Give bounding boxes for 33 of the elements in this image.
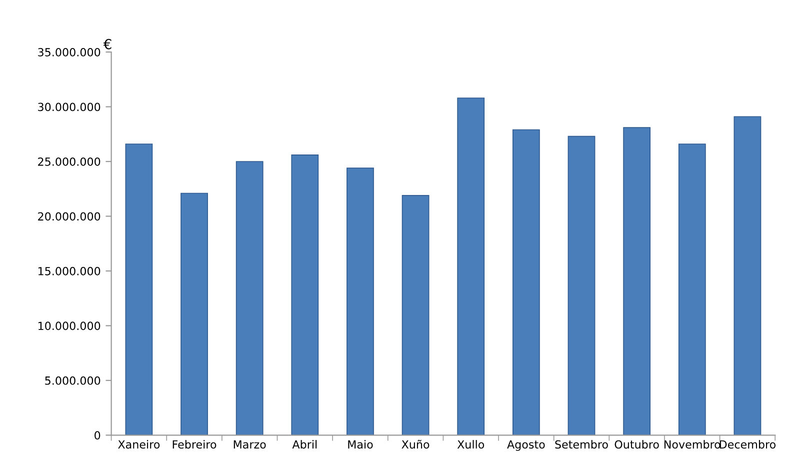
bar: [678, 144, 706, 436]
bar: [180, 192, 208, 436]
bar: [125, 144, 153, 436]
x-tick-label: Agosto: [507, 440, 545, 451]
y-tick-label: 15.000.000: [38, 266, 100, 276]
y-tick-label: 20.000.000: [38, 212, 100, 221]
bar: [512, 129, 540, 436]
y-tick-label: 5.000.000: [45, 376, 100, 385]
bar: [346, 168, 374, 436]
x-tick-label: Novembro: [664, 440, 720, 449]
x-tick-label: Decembro: [720, 440, 776, 449]
y-tick-label: 30.000.000: [38, 102, 100, 112]
bar: [457, 98, 485, 436]
bar: [236, 161, 264, 436]
x-tick-label: Abril: [292, 440, 317, 449]
bar: [734, 116, 762, 436]
x-tick-label: Outubro: [614, 440, 659, 449]
x-tick-label: Maio: [348, 440, 373, 449]
y-axis-title: €: [103, 38, 112, 50]
y-tick-label: 0: [94, 431, 100, 440]
x-tick-label: Febreiro: [172, 440, 216, 449]
y-tick-label: 35.000.000: [38, 48, 100, 56]
x-tick-label: Marzo: [234, 440, 266, 449]
x-tick-label: Xaneiro: [118, 440, 160, 449]
y-tick-label: 10.000.000: [38, 322, 100, 330]
bar: [291, 154, 319, 436]
y-tick-label: 25.000.000: [38, 157, 100, 166]
x-tick-label: Xullo: [457, 440, 484, 449]
bar: [623, 127, 651, 436]
x-tick-label: Xuño: [402, 440, 430, 449]
x-tick-label: Setembro: [555, 440, 608, 449]
bar: [402, 195, 430, 436]
bar: [568, 136, 596, 436]
